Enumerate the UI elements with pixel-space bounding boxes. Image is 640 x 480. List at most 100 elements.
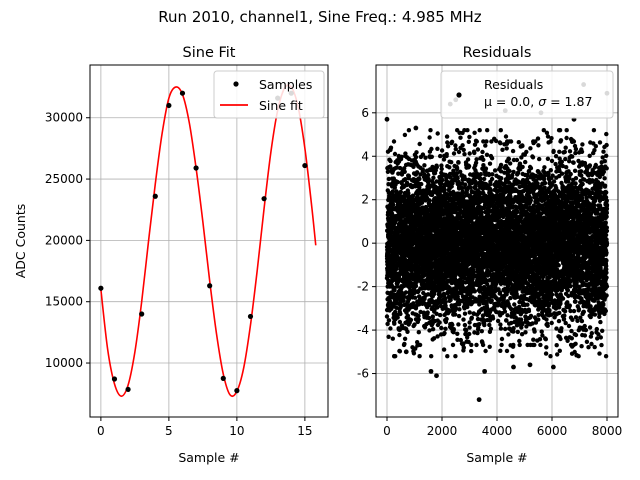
residual-point [505, 313, 510, 318]
residual-point [487, 322, 492, 328]
residual-point [482, 322, 487, 328]
y-tick-label: 10000 [45, 356, 83, 370]
residual-point [390, 189, 396, 194]
residual-point [435, 131, 440, 136]
residual-point [484, 152, 490, 157]
residual-point [474, 139, 479, 144]
x-tick-label: 0 [97, 424, 105, 438]
residual-point [403, 151, 408, 156]
residual-point [489, 298, 494, 303]
residual-point [427, 198, 432, 203]
residual-point [403, 177, 408, 182]
sine-fit-ylabel: ADC Counts [13, 204, 28, 279]
residual-point [506, 332, 511, 337]
residual-point [402, 341, 407, 347]
residual-point [388, 326, 393, 331]
residual-point [442, 330, 447, 336]
sample-point [111, 376, 118, 382]
sine-fit-legend-box [213, 70, 325, 119]
residual-point [391, 139, 397, 144]
residual-point [410, 193, 416, 198]
residual-point [427, 135, 432, 140]
residual-point [456, 313, 462, 319]
residual-point [394, 165, 399, 170]
residual-point [484, 305, 490, 310]
residual-point [445, 354, 450, 359]
residual-point [413, 283, 418, 288]
legend-samples-label: Samples [259, 77, 312, 92]
residual-point [473, 160, 479, 165]
residual-point [453, 312, 458, 317]
residuals-title: Residuals [463, 45, 532, 61]
residual-point [489, 176, 495, 182]
residual-point [384, 314, 390, 319]
residual-point [397, 319, 403, 325]
residual-point [485, 128, 490, 133]
residual-point [472, 289, 477, 294]
residual-point [438, 153, 443, 159]
residual-point [439, 148, 445, 153]
sample-point [179, 90, 186, 96]
residual-point [439, 181, 444, 186]
residual-point [395, 315, 400, 320]
residual-point [449, 139, 455, 144]
residual-point [406, 190, 411, 196]
residual-point [408, 317, 414, 323]
residual-point [415, 340, 420, 345]
residual-point [437, 320, 442, 325]
residual-point [411, 164, 416, 169]
residual-point [451, 168, 456, 173]
residual-point [456, 149, 462, 155]
residual-point [490, 172, 495, 177]
residual-point [426, 172, 431, 178]
residual-point [475, 147, 481, 152]
residual-point [397, 332, 402, 338]
residual-point [454, 166, 460, 172]
residual-point [428, 128, 433, 133]
residual-point [484, 139, 489, 144]
sample-point [220, 375, 226, 381]
y-tick-label: 20000 [45, 233, 83, 247]
residual-point [461, 317, 466, 322]
residual-point [503, 326, 508, 332]
residual-point [447, 165, 452, 170]
residual-point [386, 182, 391, 187]
residual-point [443, 296, 448, 301]
residual-point [425, 292, 431, 297]
sample-point [302, 162, 308, 169]
residual-point [456, 322, 461, 327]
residual-point [412, 322, 417, 327]
residual-point [462, 152, 467, 157]
x-tick-label: 5 [165, 424, 173, 438]
residual-point [427, 328, 432, 333]
residual-point [419, 200, 425, 205]
residual-point [472, 150, 477, 156]
residual-point [411, 351, 417, 356]
residual-point [399, 172, 405, 177]
y-tick-label: 30000 [45, 111, 83, 125]
residual-point [417, 188, 422, 193]
residual-point [483, 348, 488, 354]
residual-point [430, 314, 435, 319]
residual-point [426, 315, 432, 321]
residual-point [451, 151, 457, 156]
residual-point [475, 330, 480, 336]
sample-point [234, 388, 240, 394]
residual-point [498, 348, 503, 353]
residual-point [399, 154, 404, 159]
residual-point [486, 172, 492, 178]
residual-point [405, 329, 410, 334]
y-tick-label: 15000 [45, 295, 83, 309]
residual-point [515, 209, 520, 214]
residual-point [402, 336, 408, 341]
residual-point [468, 185, 473, 190]
residual-point [453, 143, 458, 148]
residual-point [461, 341, 466, 346]
sample-point [207, 283, 213, 289]
residual-point [467, 325, 472, 330]
residual-point [498, 322, 503, 327]
residual-point [455, 260, 461, 266]
residual-point [478, 172, 483, 177]
residual-point [416, 313, 421, 319]
